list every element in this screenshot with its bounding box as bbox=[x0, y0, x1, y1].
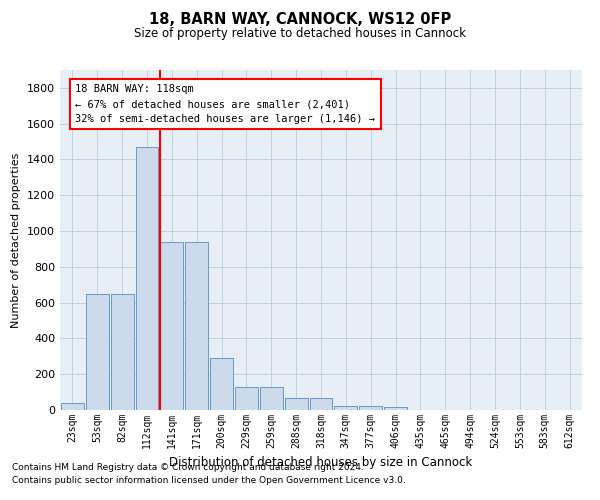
X-axis label: Distribution of detached houses by size in Cannock: Distribution of detached houses by size … bbox=[169, 456, 473, 469]
Text: Contains public sector information licensed under the Open Government Licence v3: Contains public sector information licen… bbox=[12, 476, 406, 485]
Text: 18 BARN WAY: 118sqm
← 67% of detached houses are smaller (2,401)
32% of semi-det: 18 BARN WAY: 118sqm ← 67% of detached ho… bbox=[76, 84, 376, 124]
Bar bbox=[61, 403, 84, 410]
Bar bbox=[185, 242, 208, 410]
Bar bbox=[285, 398, 308, 410]
Y-axis label: Number of detached properties: Number of detached properties bbox=[11, 152, 22, 328]
Text: 18, BARN WAY, CANNOCK, WS12 0FP: 18, BARN WAY, CANNOCK, WS12 0FP bbox=[149, 12, 451, 28]
Text: Contains HM Land Registry data © Crown copyright and database right 2024.: Contains HM Land Registry data © Crown c… bbox=[12, 464, 364, 472]
Bar bbox=[359, 406, 382, 410]
Bar bbox=[384, 408, 407, 410]
Bar bbox=[210, 358, 233, 410]
Bar bbox=[310, 398, 332, 410]
Bar bbox=[111, 294, 134, 410]
Text: Size of property relative to detached houses in Cannock: Size of property relative to detached ho… bbox=[134, 28, 466, 40]
Bar bbox=[235, 386, 258, 410]
Bar bbox=[260, 386, 283, 410]
Bar bbox=[334, 406, 357, 410]
Bar bbox=[136, 147, 158, 410]
Bar bbox=[160, 242, 183, 410]
Bar bbox=[86, 294, 109, 410]
